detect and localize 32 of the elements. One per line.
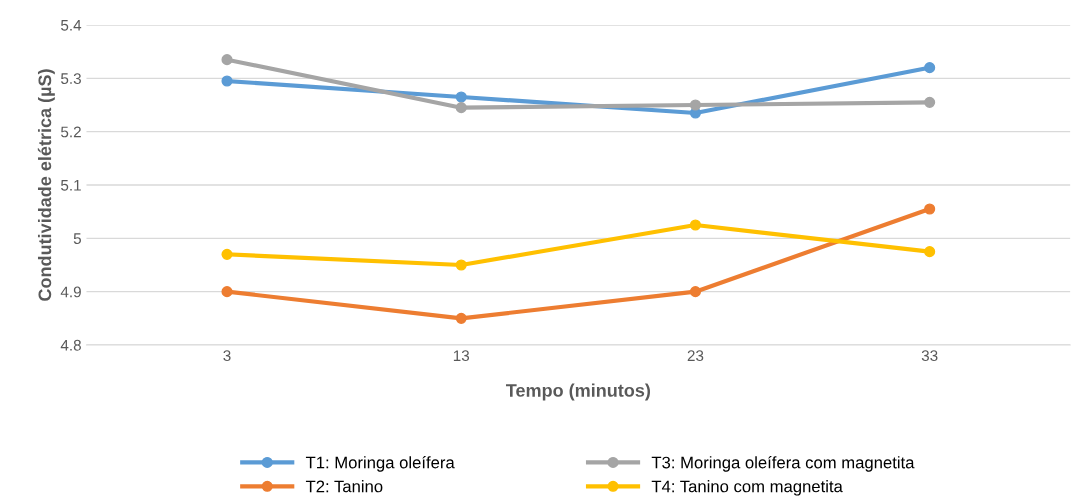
legend-label: T4: Tanino com magnetita (651, 480, 843, 496)
y-tick-label: 5.4 (60, 20, 82, 31)
legend-label: T2: Tanino (305, 480, 383, 493)
x-tick-label: 23 (687, 350, 704, 362)
point (924, 203, 936, 215)
legend-label: T3: Moringa oleífera com magnetita (651, 456, 915, 472)
y-tick-label: 5.3 (60, 73, 81, 85)
legend-label: T1: Moringa oleífera (305, 456, 455, 472)
point (455, 312, 467, 324)
point (924, 246, 936, 258)
point (924, 96, 936, 108)
point (689, 99, 701, 111)
point (924, 62, 936, 74)
y-tick-label: 4.9 (60, 286, 81, 298)
point (221, 248, 233, 260)
y-tick-label: 4.8 (60, 339, 81, 351)
point (689, 219, 701, 231)
y-axis-title: Condutividade elétrica (µS) (37, 69, 55, 301)
y-tick-label: 5 (73, 233, 81, 245)
y-tick-label: 5.2 (60, 126, 81, 138)
x-tick-label: 3 (223, 350, 231, 362)
point (221, 75, 233, 87)
x-tick-label: 13 (453, 350, 470, 362)
x-tick-label: 33 (921, 350, 938, 362)
x-axis-title: Tempo (minutos) (505, 383, 650, 401)
point (455, 91, 467, 103)
point (689, 286, 701, 298)
point (455, 259, 467, 271)
point (455, 102, 467, 114)
point (221, 54, 233, 66)
point (221, 286, 233, 298)
y-tick-label: 5.1 (60, 180, 81, 191)
